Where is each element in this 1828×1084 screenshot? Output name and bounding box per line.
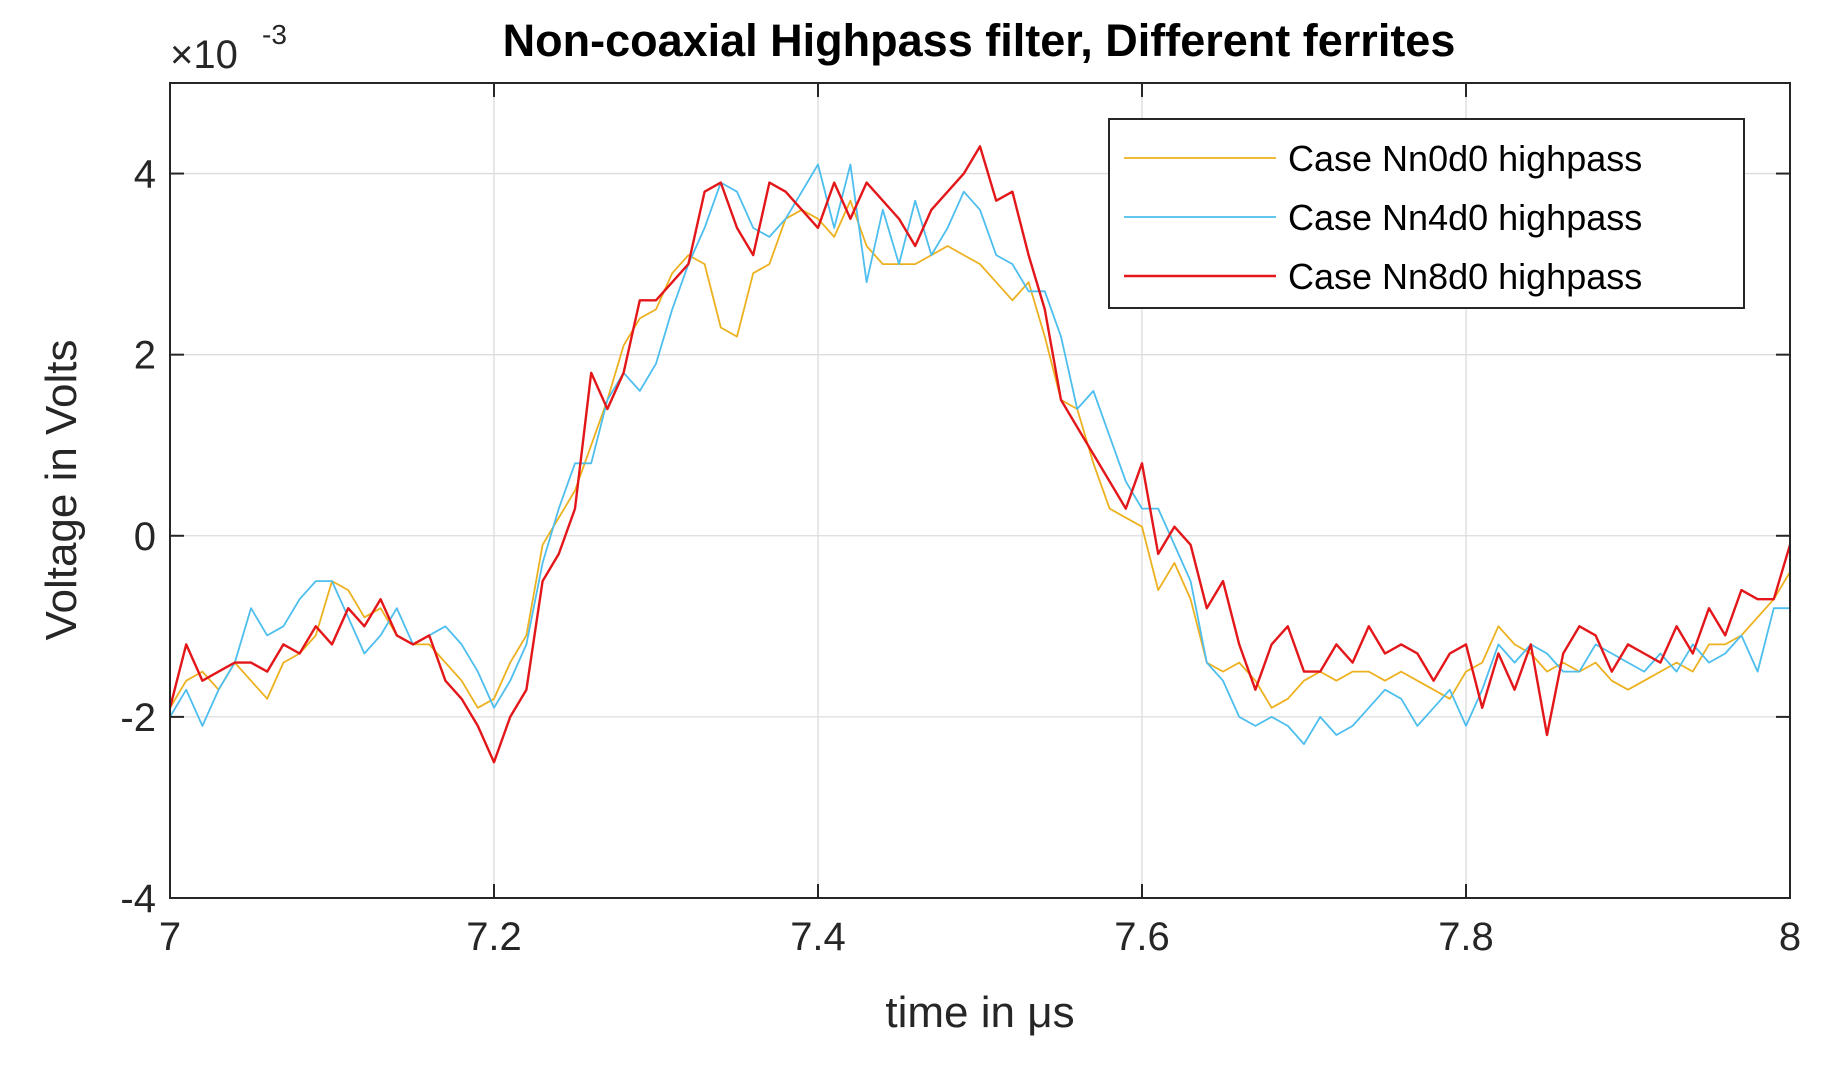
y-axis-label: Voltage in Volts [37, 340, 86, 641]
y-exponent-power: -3 [262, 19, 287, 50]
y-tick-label: -4 [120, 877, 156, 921]
x-axis-label: time in μs [885, 988, 1074, 1037]
legend-label-2: Case Nn4d0 highpass [1288, 197, 1642, 238]
x-axis-tick-labels: 7 7.2 7.4 7.6 7.8 8 [159, 915, 1801, 959]
legend: Case Nn0d0 highpass Case Nn4d0 highpass Ca… [1108, 118, 1745, 309]
y-tick-label: 2 [134, 334, 156, 378]
series-line-2 [169, 163, 1790, 745]
x-tick-label: 8 [1779, 915, 1801, 959]
series-line-3 [168, 145, 1792, 764]
y-tick-label: 0 [134, 515, 156, 559]
y-exponent-base: ×10 [170, 33, 238, 77]
y-exponent-label: ×10 -3 [170, 19, 287, 77]
x-tick-label: 7 [159, 915, 181, 959]
series-lines [168, 145, 1792, 764]
chart-title: Non-coaxial Highpass filter, Different f… [503, 15, 1456, 66]
axes-box [169, 82, 1791, 899]
legend-entries: Case Nn0d0 highpass Case Nn4d0 highpass Ca… [1124, 138, 1642, 297]
legend-label-3: Case Nn8d0 highpass [1288, 256, 1642, 297]
y-tick-label: 4 [134, 153, 156, 197]
x-tick-label: 7.4 [790, 915, 846, 959]
series-line-1 [169, 199, 1791, 709]
legend-label-1: Case Nn0d0 highpass [1288, 138, 1642, 179]
y-tick-label: -2 [120, 696, 156, 740]
axis-ticks [169, 83, 1791, 899]
x-tick-label: 7.2 [466, 915, 522, 959]
y-axis-tick-labels: -4 -2 0 2 4 [120, 153, 156, 921]
plot-area [168, 82, 1792, 899]
x-tick-label: 7.8 [1438, 915, 1494, 959]
x-tick-label: 7.6 [1114, 915, 1170, 959]
